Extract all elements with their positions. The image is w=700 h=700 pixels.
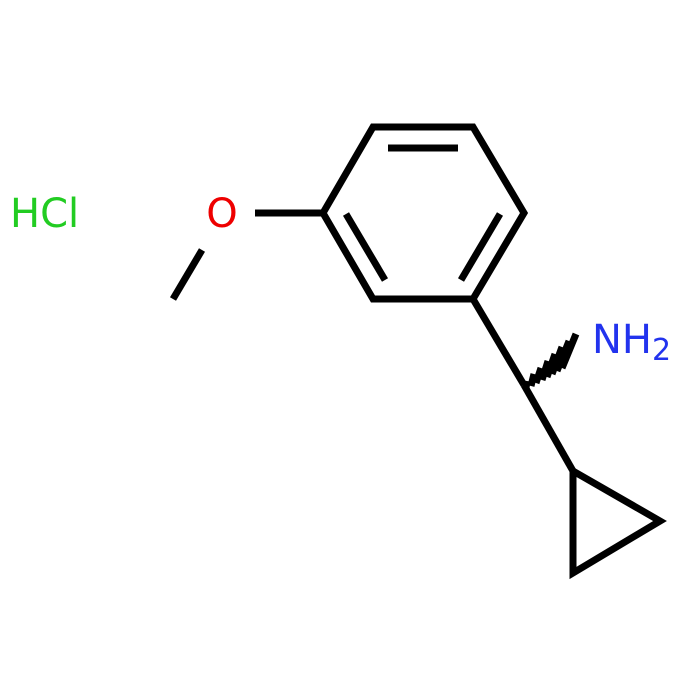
hash — [558, 332, 580, 370]
amine-subscript: 2 — [652, 333, 671, 368]
hash — [543, 352, 559, 379]
salt-label: HCl — [10, 191, 79, 237]
double-bond — [342, 212, 389, 282]
hashed-wedge — [522, 332, 580, 389]
bond — [169, 248, 206, 301]
hash — [548, 345, 566, 376]
bond — [520, 383, 577, 473]
oxygen-label: O — [206, 191, 237, 237]
hash — [522, 380, 531, 389]
hash — [532, 366, 545, 385]
double-bond — [457, 212, 504, 282]
amine-label: NH2 — [592, 317, 671, 368]
amine-text: NH — [592, 317, 652, 363]
cyclopropane-ring — [569, 464, 667, 580]
bond — [469, 297, 528, 387]
hash — [527, 373, 538, 387]
hash — [553, 339, 573, 373]
hash — [538, 359, 552, 382]
benzene-ring — [318, 123, 529, 303]
